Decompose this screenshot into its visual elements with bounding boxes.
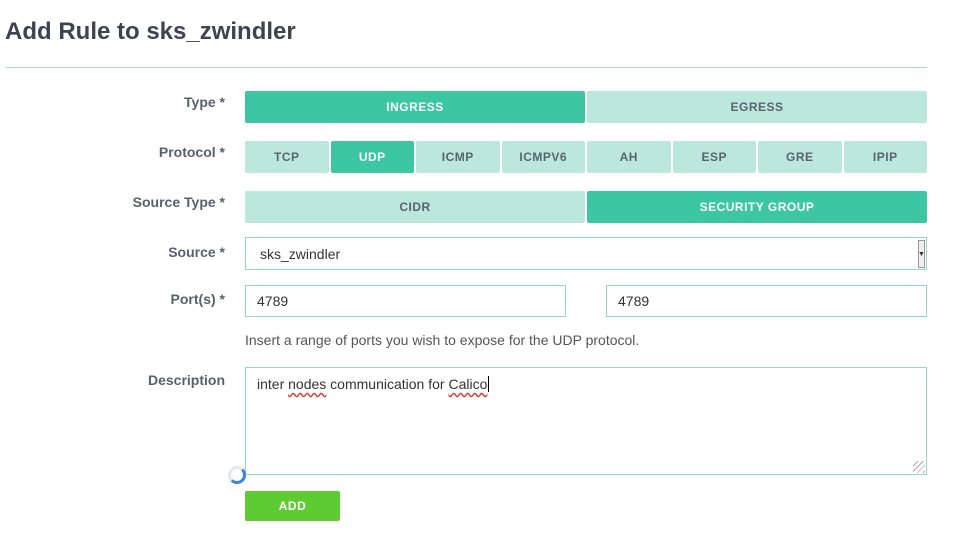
protocol-ipip[interactable]: IPIP — [843, 141, 927, 173]
source-type-cidr[interactable]: CIDR — [245, 191, 585, 223]
protocol-ah[interactable]: AH — [587, 141, 671, 173]
text-part: communication for — [326, 376, 449, 392]
description-textarea[interactable]: inter nodes communication for Calico — [245, 367, 927, 475]
misspelled-word: nodes — [288, 376, 327, 392]
resize-handle-icon[interactable] — [913, 461, 925, 473]
protocol-label: Protocol * — [158, 144, 225, 160]
ports-label: Port(s) * — [170, 291, 225, 307]
protocol-udp[interactable]: UDP — [330, 141, 414, 173]
add-button[interactable]: ADD — [245, 491, 340, 521]
type-label: Type * — [184, 94, 225, 110]
ports-help-text: Insert a range of ports you wish to expo… — [245, 332, 640, 348]
text-part: inter — [257, 376, 289, 392]
protocol-icmpv6[interactable]: ICMPV6 — [501, 141, 585, 173]
description-label: Description — [147, 372, 225, 388]
port-to-input[interactable]: 4789 — [606, 285, 927, 317]
description-value: inter nodes communication for Calico — [257, 376, 490, 392]
protocol-toggle: TCP UDP ICMP ICMPV6 AH ESP GRE IPIP — [245, 141, 927, 173]
source-value: sks_zwindler — [260, 245, 341, 262]
page-title: Add Rule to sks_zwindler — [5, 18, 296, 45]
port-from-input[interactable]: 4789 — [245, 285, 566, 317]
source-type-toggle: CIDR SECURITY GROUP — [245, 191, 927, 223]
type-ingress[interactable]: INGRESS — [245, 91, 585, 123]
type-egress[interactable]: EGRESS — [587, 91, 927, 123]
type-toggle: INGRESS EGRESS — [245, 91, 927, 123]
source-label: Source * — [168, 244, 225, 260]
protocol-icmp[interactable]: ICMP — [416, 141, 500, 173]
source-type-security-group[interactable]: SECURITY GROUP — [587, 191, 927, 223]
misspelled-word: Calico — [448, 376, 488, 392]
divider — [5, 67, 927, 68]
loading-spinner-icon — [228, 466, 246, 484]
source-type-label: Source Type * — [132, 194, 225, 210]
protocol-esp[interactable]: ESP — [672, 141, 756, 173]
dropdown-arrow-icon[interactable]: ▼ — [918, 240, 925, 268]
protocol-gre[interactable]: GRE — [758, 141, 842, 173]
source-select[interactable]: sks_zwindler ▼ — [245, 237, 927, 270]
protocol-tcp[interactable]: TCP — [245, 141, 329, 173]
text-cursor — [488, 376, 490, 392]
